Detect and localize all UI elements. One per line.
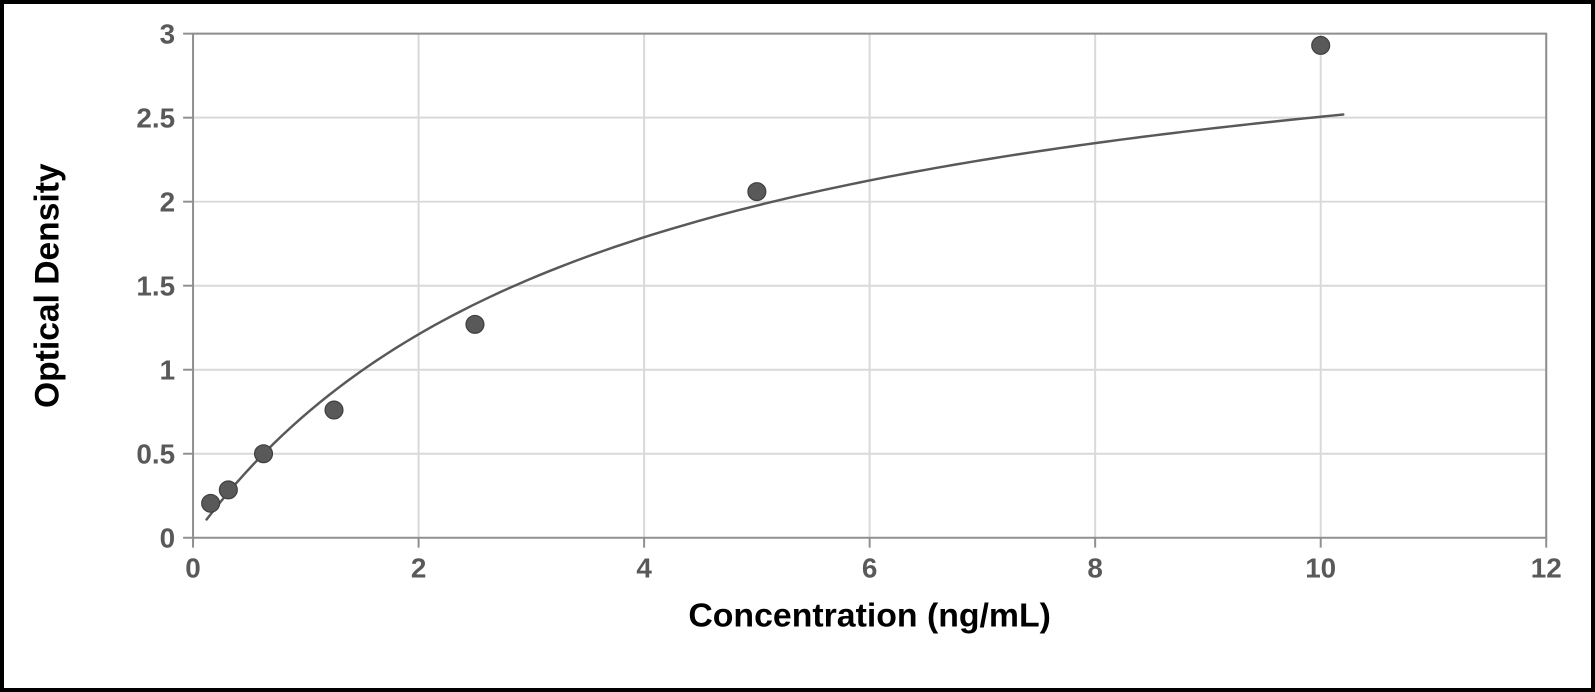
data-point (202, 494, 220, 512)
chart-frame: 0 2 4 6 8 10 12 0 0.5 1 1.5 2 2.5 3 Concentration (ng/… (0, 0, 1595, 692)
x-tick-label: 12 (1531, 552, 1562, 583)
x-tick-label: 6 (862, 552, 877, 583)
x-tick-label: 2 (411, 552, 426, 583)
x-tick-label: 4 (636, 552, 652, 583)
data-point (748, 183, 766, 201)
x-tick-label: 0 (185, 552, 200, 583)
data-point (1312, 37, 1330, 55)
data-point (466, 315, 484, 333)
y-tick-label: 3 (160, 19, 175, 50)
y-axis-label: Optical Density (29, 163, 67, 408)
x-tick-label: 8 (1087, 552, 1102, 583)
y-tick-label: 2 (160, 187, 175, 218)
y-tick-label: 1.5 (136, 271, 175, 302)
x-tick-label: 10 (1305, 552, 1336, 583)
data-point (325, 401, 343, 419)
y-tick-label: 0.5 (136, 439, 175, 470)
y-tick-label: 0 (160, 523, 175, 554)
data-point (255, 445, 273, 463)
y-tick-label: 2.5 (136, 103, 175, 134)
data-point (219, 481, 237, 499)
x-axis-label: Concentration (ng/mL) (688, 597, 1051, 635)
y-tick-label: 1 (160, 355, 175, 386)
standard-curve-chart: 0 2 4 6 8 10 12 0 0.5 1 1.5 2 2.5 3 Concentration (ng/… (4, 4, 1591, 688)
